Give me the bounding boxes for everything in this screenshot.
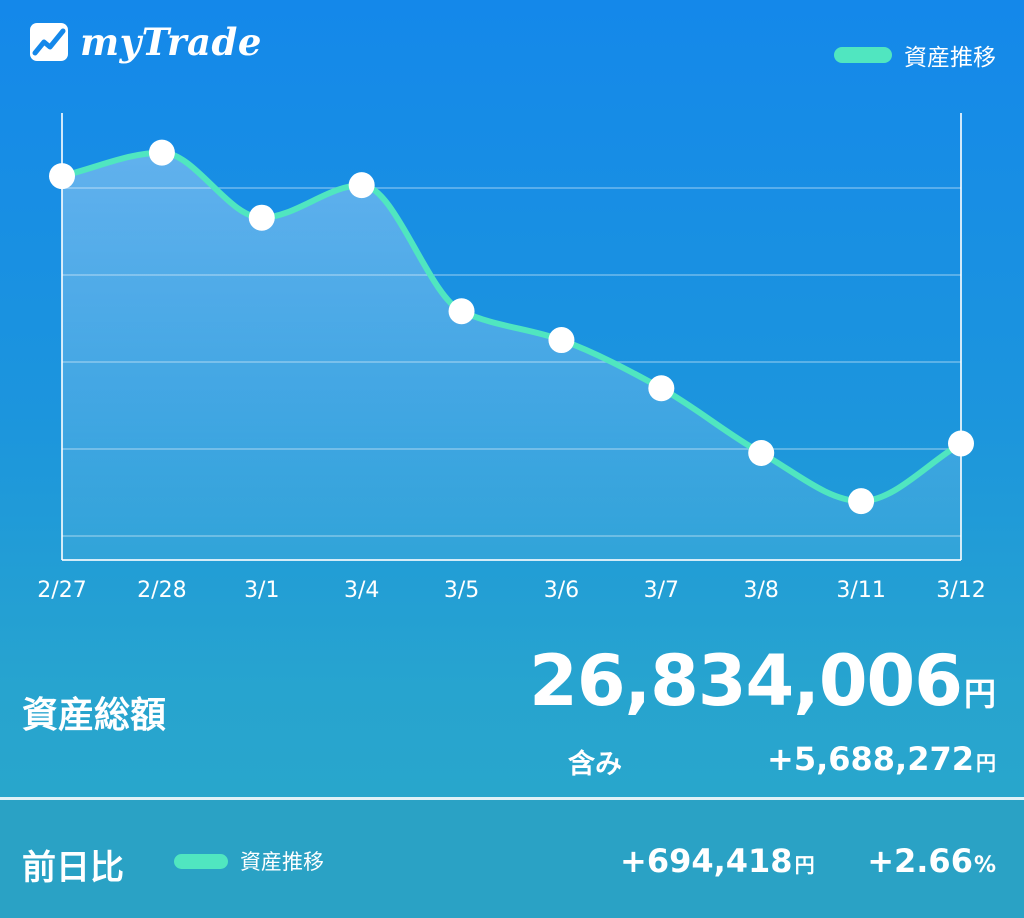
x-tick-label: 3/4 (344, 578, 379, 603)
unrealized-label: 含み (568, 749, 622, 780)
total-assets-label: 資産総額 (22, 695, 167, 736)
daily-legend: 資産推移 (174, 846, 324, 876)
x-tick-label: 3/11 (836, 578, 885, 603)
currency-unit: 円 (963, 675, 996, 713)
data-point-3-12 (948, 430, 974, 457)
total-assets-value: 26,834,006 円 (529, 640, 996, 722)
x-tick-label: 3/12 (936, 578, 985, 603)
data-point-3-4 (348, 172, 375, 199)
total-assets-amount: 26,834,006 (529, 640, 963, 722)
x-tick-label: 3/6 (544, 578, 579, 603)
daily-change-bar: 前日比 資産推移 +694,418 円 +2.66 % (0, 800, 1024, 918)
data-point-3-8 (748, 439, 775, 466)
brand: myTrade (30, 20, 262, 64)
legend-swatch (834, 47, 892, 63)
unrealized-value: +5,688,272 円 (767, 740, 996, 778)
currency-unit: 円 (794, 853, 815, 877)
x-tick-label: 3/1 (244, 578, 279, 603)
percent-unit: % (973, 853, 996, 878)
x-tick-label: 3/7 (644, 578, 679, 603)
legend-swatch (174, 853, 228, 869)
x-tick-label: 2/28 (137, 578, 186, 603)
unrealized-amount: +5,688,272 (767, 740, 974, 778)
data-point-2-27 (49, 163, 75, 190)
data-point-3-1 (248, 204, 275, 231)
chart-legend: 資産推移 (834, 38, 996, 72)
daily-change-percent-value: +2.66 (867, 842, 973, 880)
daily-change-label: 前日比 (22, 848, 124, 888)
legend-label: 資産推移 (904, 45, 996, 71)
chart-series-line (59, 149, 964, 505)
daily-change-percent: +2.66 % (867, 842, 996, 880)
data-point-3-7 (648, 375, 675, 402)
x-tick-label: 3/8 (744, 578, 779, 603)
data-point-3-11 (848, 488, 875, 515)
data-point-3-6 (548, 327, 575, 354)
asset-line-chart: 2/27 2/28 3/1 3/4 3/5 3/6 3/7 3/8 3/11 3/12 (37, 139, 985, 603)
data-point-3-5 (448, 298, 475, 325)
daily-change-value: +694,418 円 (620, 842, 815, 880)
x-tick-label: 2/27 (37, 578, 86, 603)
chart-area-fill (62, 152, 961, 560)
currency-unit: 円 (976, 751, 996, 775)
x-tick-label: 3/5 (444, 578, 479, 603)
data-point-2-28 (148, 139, 175, 166)
divider (0, 797, 1024, 800)
legend-label: 資産推移 (240, 850, 324, 874)
mytrade-logo-icon (30, 23, 68, 61)
brand-name: myTrade (80, 20, 262, 64)
daily-change-amount: +694,418 (620, 842, 793, 880)
